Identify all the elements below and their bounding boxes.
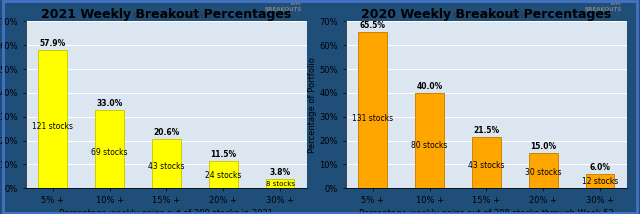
Text: 15.0%: 15.0% [530, 142, 556, 151]
Text: VIM
BREAKOUTS: VIM BREAKOUTS [264, 1, 301, 12]
Bar [415, 93, 444, 188]
Text: 57.9%: 57.9% [40, 39, 66, 48]
Title: 2020 Weekly Breakout Percentages: 2020 Weekly Breakout Percentages [361, 8, 612, 21]
Text: 21.5%: 21.5% [474, 126, 499, 135]
Text: 209 stocks thru Week 52: 209 stocks thru Week 52 [115, 11, 218, 20]
Text: 3.8%: 3.8% [269, 168, 291, 177]
Text: 69 stocks: 69 stocks [92, 149, 128, 158]
Text: 208 stocks thru Week 52: 208 stocks thru Week 52 [435, 11, 538, 20]
X-axis label: Percentage weekly gains out of 208 stocks through Week 52: Percentage weekly gains out of 208 stock… [359, 209, 614, 214]
Bar [472, 137, 500, 188]
Title: 2021 Weekly Breakout Percentages: 2021 Weekly Breakout Percentages [41, 8, 292, 21]
Text: 65.5%: 65.5% [360, 21, 386, 30]
Bar [358, 32, 387, 188]
Bar [38, 50, 67, 188]
Text: 12 stocks: 12 stocks [582, 177, 618, 186]
Text: 24 stocks: 24 stocks [205, 171, 241, 180]
Text: 30 stocks: 30 stocks [525, 168, 561, 177]
Bar [95, 110, 124, 188]
Bar [586, 174, 614, 188]
Bar [209, 161, 237, 188]
Bar [266, 179, 294, 188]
Text: 33.0%: 33.0% [97, 99, 123, 108]
Text: 20.6%: 20.6% [153, 128, 180, 137]
Text: 40.0%: 40.0% [417, 82, 443, 91]
Y-axis label: Percentage of Portfolio: Percentage of Portfolio [308, 57, 317, 153]
Text: 8 stocks: 8 stocks [266, 181, 294, 187]
X-axis label: Percentage weekly gains out of 209 stocks in 2021: Percentage weekly gains out of 209 stock… [60, 209, 273, 214]
Text: 121 stocks: 121 stocks [32, 122, 73, 131]
Text: 43 stocks: 43 stocks [148, 162, 185, 171]
Text: 80 stocks: 80 stocks [412, 141, 448, 150]
Text: 11.5%: 11.5% [210, 150, 236, 159]
Text: 43 stocks: 43 stocks [468, 161, 505, 170]
Bar [529, 153, 557, 188]
Text: VIM
BREAKOUTS: VIM BREAKOUTS [584, 1, 621, 12]
Text: 131 stocks: 131 stocks [352, 114, 393, 123]
Text: 6.0%: 6.0% [589, 163, 611, 172]
Bar [152, 139, 180, 188]
